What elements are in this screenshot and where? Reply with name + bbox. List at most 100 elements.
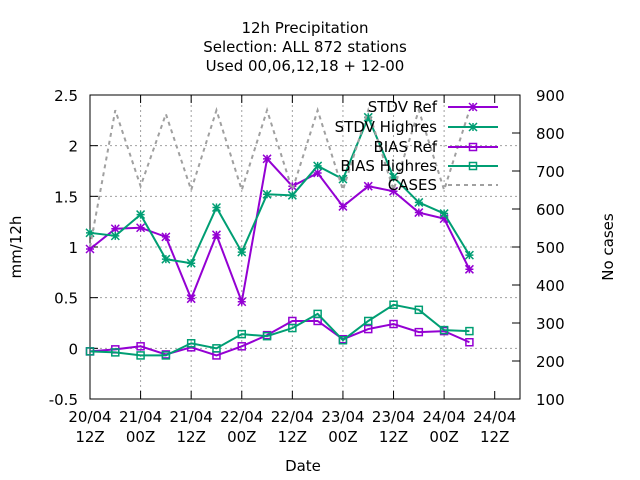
point-glyph <box>338 201 348 211</box>
y2-tick-label: 600 <box>536 201 565 219</box>
data-point <box>464 250 474 260</box>
data-point <box>237 247 247 257</box>
y2-tick-label: 900 <box>536 87 565 105</box>
series-line-3 <box>89 303 470 357</box>
data-point <box>136 223 146 233</box>
data-point <box>465 338 474 347</box>
data-point <box>439 214 449 224</box>
x-tick-label-date: 24/04 <box>423 408 466 426</box>
data-point <box>414 197 424 207</box>
data-point <box>237 297 247 307</box>
y2-tick-label: 800 <box>536 125 565 143</box>
point-glyph <box>414 197 424 207</box>
data-point <box>85 228 95 238</box>
x-tick-label-hour: 00Z <box>227 428 256 446</box>
y-tick-label: 0 <box>68 340 78 358</box>
x-tick-label-date: 22/04 <box>271 408 314 426</box>
y2-axis-label: No cases <box>599 213 617 281</box>
data-point <box>237 329 247 339</box>
data-series <box>85 106 474 360</box>
x-tick-label-date: 23/04 <box>372 408 415 426</box>
data-point <box>136 210 146 220</box>
data-point <box>338 335 348 345</box>
point-glyph <box>110 224 120 234</box>
series-line-0 <box>89 156 471 306</box>
chart-title-line-2: Selection: ALL 872 stations <box>203 38 407 56</box>
y2-tick-label: 200 <box>536 353 565 371</box>
chart-title-line-3: Used 00,06,12,18 + 12-00 <box>206 57 405 75</box>
point-glyph <box>313 168 323 178</box>
data-point <box>262 331 272 341</box>
point-glyph <box>110 231 120 241</box>
series-line-4 <box>89 106 471 248</box>
point-glyph <box>136 210 146 220</box>
point-glyph <box>439 209 449 219</box>
point-glyph <box>338 174 348 184</box>
x-tick-label-hour: 12Z <box>480 428 509 446</box>
point-glyph <box>414 208 424 218</box>
x-tick-label-hour: 12Z <box>176 428 205 446</box>
data-point <box>211 202 222 213</box>
data-point <box>186 294 196 304</box>
data-point <box>111 348 120 357</box>
data-point <box>363 316 373 326</box>
chart-title-line-1: 12h Precipitation <box>241 19 368 37</box>
data-point <box>211 230 222 240</box>
data-point <box>439 209 449 219</box>
data-point <box>161 254 171 264</box>
x-tick-label-hour: 00Z <box>328 428 357 446</box>
data-point <box>85 244 95 254</box>
data-point <box>414 305 424 315</box>
y2-tick-label: 100 <box>536 391 565 409</box>
data-point <box>287 181 297 191</box>
series-line-2 <box>89 319 470 357</box>
data-point <box>313 168 323 178</box>
point-glyph <box>464 250 474 260</box>
legend-marker <box>468 122 478 132</box>
data-point <box>110 231 120 241</box>
data-point <box>110 224 120 234</box>
data-point <box>338 174 348 184</box>
legend-marker <box>468 161 478 171</box>
data-point <box>262 154 272 164</box>
point-glyph <box>464 264 474 274</box>
data-point <box>338 201 348 211</box>
y2-tick-label: 700 <box>536 163 565 181</box>
data-point <box>186 339 196 348</box>
data-point <box>313 161 323 171</box>
x-axis-label: Date <box>285 457 321 475</box>
legend-marker <box>468 102 478 112</box>
point-glyph <box>211 202 222 213</box>
data-point <box>414 327 424 337</box>
point-glyph <box>262 189 272 199</box>
point-glyph <box>136 223 146 233</box>
data-point <box>136 351 145 360</box>
x-tick-label-hour: 00Z <box>429 428 458 446</box>
legend-label: STDV Highres <box>335 118 438 136</box>
point-glyph <box>186 258 196 268</box>
data-point <box>388 186 399 196</box>
point-glyph <box>439 214 449 224</box>
point-glyph <box>363 181 373 191</box>
point-glyph <box>237 297 247 307</box>
data-point <box>313 309 322 319</box>
legend-label: BIAS Highres <box>340 157 437 175</box>
point-glyph <box>468 102 478 112</box>
y-tick-label: 2 <box>68 138 78 156</box>
y2-tick-label: 500 <box>536 239 565 257</box>
y-tick-label: 0.5 <box>54 290 78 308</box>
point-glyph <box>468 122 478 132</box>
point-glyph <box>388 172 399 182</box>
point-glyph <box>85 244 95 254</box>
data-point <box>288 323 297 333</box>
data-point <box>414 208 424 218</box>
point-glyph <box>388 186 399 196</box>
data-point <box>212 344 221 353</box>
x-tick-label-hour: 12Z <box>75 428 104 446</box>
y-tick-label: 1 <box>68 239 78 257</box>
x-tick-label-date: 24/04 <box>473 408 516 426</box>
y-axis-label: mm/12h <box>7 216 25 279</box>
y-tick-label: 2.5 <box>54 87 78 105</box>
